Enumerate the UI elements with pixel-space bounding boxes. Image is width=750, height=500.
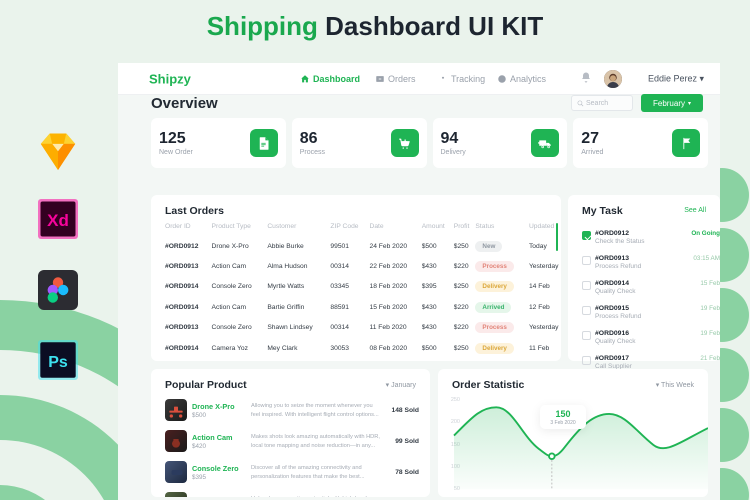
svg-text:Ps: Ps [48,354,68,371]
svg-text:Xd: Xd [47,211,69,230]
